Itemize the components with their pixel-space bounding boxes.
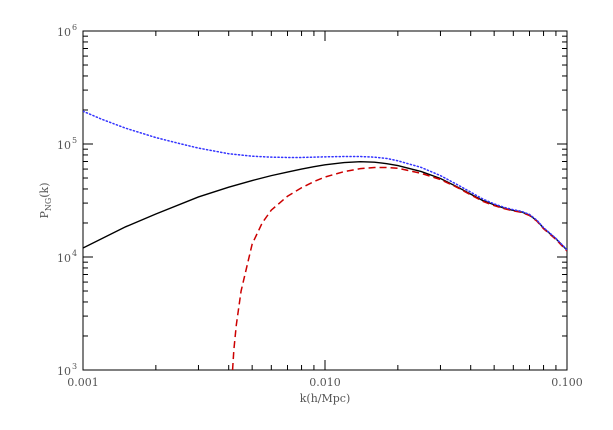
y-tick-exponent: 5 (72, 136, 77, 145)
y-tick-exponent: 3 (72, 362, 77, 371)
x-tick-label: 0.010 (309, 376, 341, 389)
y-tick-label: 10 (57, 26, 71, 39)
x-axis-title: k(h/Mpc) (300, 392, 351, 405)
y-axis-title: PNG(k) (38, 182, 53, 218)
x-tick-label: 0.100 (551, 376, 583, 389)
series-line-dashed (231, 166, 567, 370)
y-tick-label: 10 (57, 139, 71, 152)
y-tick-label: 10 (57, 252, 71, 265)
y-tick-exponent: 6 (72, 23, 77, 32)
plot-frame (82, 30, 568, 371)
y-tick-exponent: 4 (72, 249, 77, 258)
series-line-dotted (83, 110, 567, 251)
x-tick-label: 0.001 (67, 376, 99, 389)
y-tick-label: 10 (57, 365, 71, 378)
